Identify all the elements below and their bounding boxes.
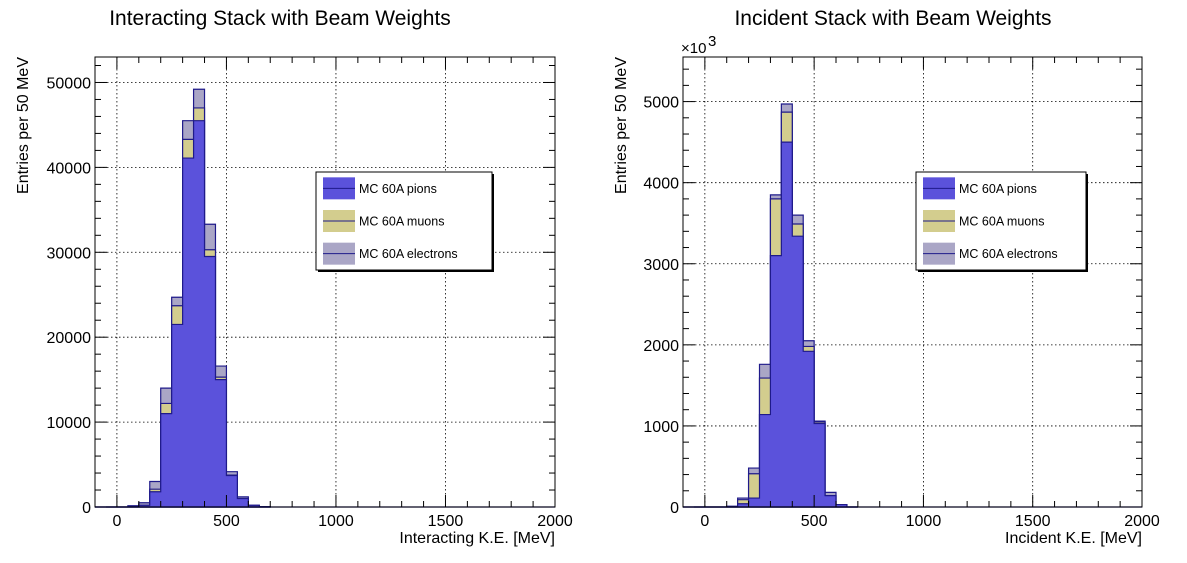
x-axis-label: Incident K.E. [MeV]	[1005, 530, 1142, 547]
x-tick-label: 500	[801, 513, 828, 530]
incident-stack-panel: Incident Stack with Beam Weights 0 500 1000…	[594, 0, 1187, 563]
y-axis-label: Entries per 50 MeV	[15, 57, 32, 194]
y-tick-label: 0	[82, 500, 91, 517]
y-tick-label: 3000	[643, 257, 679, 274]
interacting-stack-chart: Interacting Stack with Beam Weights 0 500 1…	[15, 7, 573, 547]
interacting-stack-panel: Interacting Stack with Beam Weights 0 500 1…	[15, 7, 573, 547]
y-tick-label: 5000	[643, 95, 679, 112]
x-tick-label: 1500	[1015, 513, 1051, 530]
y-tick-label: 2000	[643, 338, 679, 355]
plot-frame	[682, 56, 1143, 508]
x-tick-label: 1500	[428, 513, 464, 530]
plot-frame	[94, 56, 556, 508]
chart-title: Incident Stack with Beam Weights	[734, 7, 1051, 30]
y-tick-label: 0	[670, 500, 679, 517]
y-tick-label: 50000	[47, 75, 92, 92]
y-tick-label: 20000	[47, 330, 92, 347]
legend-label-mc-60a-electrons: MC 60A electrons	[959, 247, 1058, 261]
legend-label-mc-60a-pions: MC 60A pions	[959, 182, 1037, 196]
legend-label-mc-60a-muons: MC 60A muons	[959, 215, 1044, 229]
x-tick-label: 0	[700, 513, 709, 530]
incident-stack-chart: Incident Stack with Beam Weights 0 500 1000…	[613, 7, 1160, 547]
chart-title: Interacting Stack with Beam Weights	[109, 7, 451, 30]
y-multiplier-label: ×10	[681, 40, 706, 57]
y-multiplier-exponent: 3	[708, 33, 716, 50]
y-tick-label: 30000	[47, 245, 92, 262]
x-axis-label: Interacting K.E. [MeV]	[399, 530, 555, 547]
x-tick-label: 500	[213, 513, 240, 530]
x-tick-label: 0	[112, 513, 121, 530]
legend-label-mc-60a-electrons: MC 60A electrons	[359, 247, 458, 261]
y-tick-label: 10000	[47, 415, 92, 432]
x-tick-label: 1000	[906, 513, 942, 530]
x-tick-label: 2000	[1124, 513, 1160, 530]
histogram-mc-60a-pions	[95, 120, 271, 508]
legend-label-mc-60a-muons: MC 60A muons	[359, 215, 444, 229]
legend: MC 60A pions MC 60A muons MC 60A electrons	[315, 171, 494, 272]
legend-label-mc-60a-pions: MC 60A pions	[359, 182, 437, 196]
x-tick-label: 2000	[537, 513, 573, 530]
y-tick-label: 1000	[643, 419, 679, 436]
y-tick-label: 40000	[47, 160, 92, 177]
y-tick-label: 4000	[643, 176, 679, 193]
x-tick-label: 1000	[318, 513, 354, 530]
legend: MC 60A pions MC 60A muons MC 60A electrons	[915, 171, 1088, 272]
y-axis-label: Entries per 50 MeV	[613, 57, 630, 194]
